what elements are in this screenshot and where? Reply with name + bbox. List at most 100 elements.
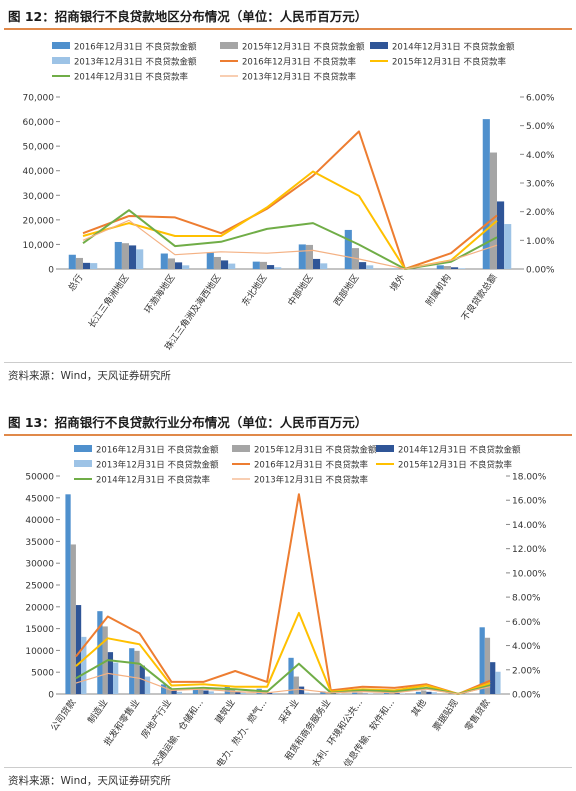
category-label: 长江三角洲地区: [85, 272, 131, 331]
bar: [203, 690, 209, 694]
bar: [134, 650, 140, 694]
y-right-tick-label: 6.00%: [512, 618, 541, 628]
series-line: [82, 130, 498, 270]
y-right-tick-label: 14.00%: [512, 521, 547, 531]
series-line: [75, 493, 491, 695]
figure-12-bottom-rule: [4, 362, 572, 363]
legend-label: 2015年12月31日 不良贷款率: [392, 57, 506, 68]
legend-swatch: [232, 445, 250, 452]
y-left-tick-label: 40000: [25, 516, 54, 526]
bar: [357, 692, 363, 694]
bar: [415, 691, 422, 694]
bar: [288, 657, 294, 694]
y-right-tick-label: 0.00%: [512, 691, 541, 701]
bar: [160, 684, 167, 694]
category-label: 零售贷款: [462, 697, 492, 733]
y-left-tick-label: 10,000: [23, 241, 55, 251]
bar: [114, 241, 122, 269]
bar: [213, 256, 221, 269]
bar: [65, 494, 71, 694]
bar: [81, 636, 87, 694]
legend-label: 2016年12月31日 不良贷款金额: [74, 42, 197, 53]
bar: [90, 263, 98, 269]
y-left-tick-label: 45000: [25, 494, 54, 504]
bar: [267, 692, 273, 694]
y-right-tick-label: 0.00%: [526, 266, 555, 276]
y-right-tick-label: 5.00%: [526, 122, 555, 132]
bar: [298, 686, 305, 694]
category-label: 东北地区: [239, 272, 269, 308]
y-left-tick-label: 25000: [25, 582, 54, 592]
bar: [129, 648, 135, 694]
y-right-tick-label: 1.00%: [526, 237, 555, 247]
bar: [484, 637, 491, 694]
bar: [298, 244, 306, 269]
figure-12-source: 资料来源：Wind，天风证券研究所: [8, 370, 171, 382]
bar: [136, 249, 144, 269]
series-line: [75, 659, 491, 695]
bar: [144, 676, 151, 694]
bar: [252, 261, 260, 269]
bar: [121, 243, 129, 269]
bar: [171, 689, 177, 694]
bar: [97, 611, 103, 694]
series-line: [75, 672, 491, 695]
y-left-tick-label: 30,000: [23, 192, 55, 202]
y-left-tick-label: 50000: [25, 473, 54, 483]
figure-13-title-rule: [4, 434, 572, 436]
bar: [421, 690, 427, 694]
legend-label: 2013年12月31日 不良贷款金额: [96, 460, 219, 471]
y-right-tick-label: 16.00%: [512, 497, 547, 507]
category-label: 不良贷款总额: [459, 272, 500, 323]
bar: [325, 692, 331, 694]
legend-swatch: [370, 42, 388, 49]
y-left-tick-label: 30000: [25, 560, 54, 570]
bar: [274, 267, 282, 269]
bar: [431, 692, 437, 694]
y-left-tick-label: 50,000: [23, 143, 55, 153]
bar: [102, 626, 108, 694]
bar: [129, 245, 137, 269]
bar: [293, 676, 299, 694]
bar: [352, 692, 358, 694]
series-line: [82, 209, 498, 270]
y-right-tick-label: 6.00%: [526, 94, 555, 104]
figure-13-title: 图 13：招商银行不良贷款行业分布情况（单位：人民币百万元）: [8, 415, 368, 430]
bar: [344, 229, 352, 269]
bar: [458, 268, 466, 269]
bar: [304, 692, 310, 694]
y-right-tick-label: 10.00%: [512, 569, 547, 579]
legend-swatch: [74, 445, 92, 452]
legend-label: 2014年12月31日 不良贷款金额: [398, 445, 521, 456]
category-label: 总行: [65, 272, 85, 294]
bar: [389, 692, 395, 694]
legend-label: 2014年12月31日 不良贷款率: [74, 72, 188, 83]
bar: [451, 267, 459, 269]
bar: [113, 662, 119, 694]
category-label: 公司贷款: [48, 697, 78, 733]
bar: [75, 257, 83, 269]
y-left-tick-label: 60,000: [23, 118, 55, 128]
legend-swatch: [220, 42, 238, 49]
bar: [305, 244, 313, 269]
figure-13-bottom-rule: [4, 767, 572, 768]
bar: [70, 544, 76, 694]
y-right-tick-label: 3.00%: [526, 180, 555, 190]
legend-label: 2014年12月31日 不良贷款率: [96, 475, 210, 486]
bar: [436, 265, 444, 269]
figure-13-source: 资料来源：Wind，天风证券研究所: [8, 775, 171, 787]
bar: [176, 691, 183, 694]
legend-label: 2013年12月31日 不良贷款金额: [74, 57, 197, 68]
y-left-tick-label: 10000: [25, 647, 54, 657]
bar: [366, 265, 374, 269]
category-label: 制造业: [85, 697, 110, 726]
category-label: 中部地区: [285, 272, 315, 308]
bar: [504, 224, 512, 269]
bar: [224, 686, 230, 694]
bar: [83, 262, 91, 269]
legend-label: 2015年12月31日 不良贷款率: [398, 460, 512, 471]
y-left-tick-label: 5000: [31, 669, 54, 679]
category-label: 票据贴现: [430, 697, 460, 733]
y-right-tick-label: 18.00%: [512, 473, 547, 483]
series-line: [82, 219, 498, 270]
